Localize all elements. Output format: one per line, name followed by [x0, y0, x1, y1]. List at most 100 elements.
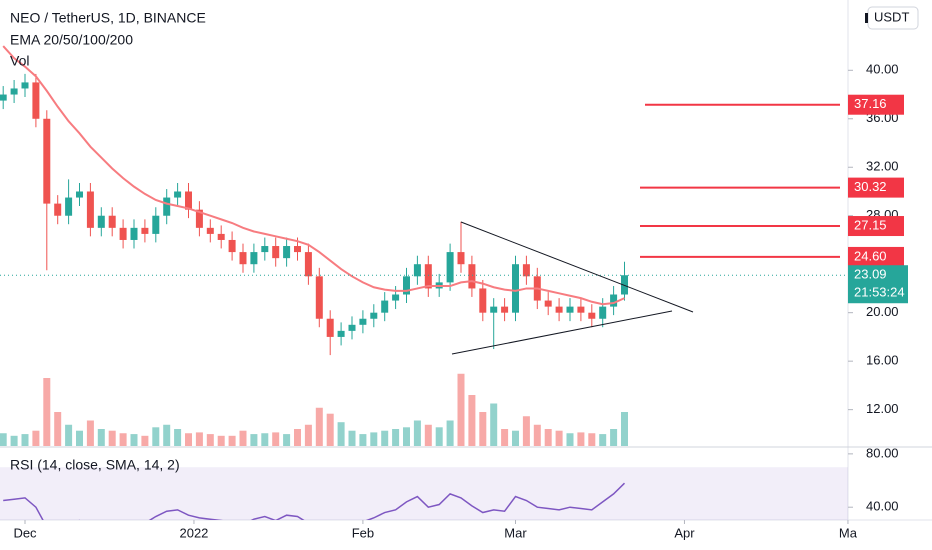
candle-body — [599, 306, 607, 319]
candle-body — [348, 324, 356, 331]
x-tick-label: Mar — [504, 525, 527, 540]
volume-bar — [304, 424, 312, 446]
indicator-label: EMA 20/50/100/200 — [10, 32, 133, 48]
rsi-line — [3, 482, 626, 520]
candle-body — [577, 306, 585, 313]
volume-bar — [610, 429, 618, 446]
candle-body — [283, 246, 291, 259]
volume-bar — [403, 427, 410, 446]
volume-bar — [337, 422, 345, 446]
volume-bar — [261, 433, 269, 446]
y-tick-label: 12.00 — [866, 401, 899, 416]
volume-bar — [370, 432, 378, 446]
candle-body — [424, 264, 432, 289]
rsi-tick-label: 40.00 — [866, 499, 899, 514]
volume-bar — [501, 429, 509, 446]
price-pane — [0, 45, 628, 446]
volume-bar — [435, 427, 443, 446]
candle-body — [97, 215, 105, 228]
candle-body — [0, 94, 7, 101]
level-label: 37.16 — [854, 96, 887, 111]
candle-body — [544, 300, 552, 307]
candle-body — [119, 227, 127, 240]
y-tick-label: 16.00 — [866, 353, 899, 368]
volume-bar — [621, 412, 628, 446]
trendline — [451, 310, 673, 355]
volume-bar — [599, 434, 607, 446]
candle-body — [522, 264, 530, 277]
candle-body — [10, 88, 18, 95]
candle-body — [152, 215, 160, 234]
volume-bar — [163, 424, 171, 446]
candle-body — [261, 246, 269, 253]
candle-body — [359, 318, 367, 325]
volume-bar — [32, 430, 40, 446]
rsi-tick-label: 80.00 — [866, 445, 899, 460]
y-tick-label: 40.00 — [866, 62, 899, 77]
volume-bar — [54, 412, 62, 446]
volume-bar — [185, 433, 192, 446]
candle-body — [65, 197, 73, 216]
candle-body — [446, 252, 454, 283]
volume-bar — [97, 429, 105, 446]
candle-body — [239, 252, 247, 265]
candle-body — [228, 239, 236, 253]
volume-bar — [512, 430, 519, 446]
level-label: 30.32 — [854, 179, 887, 194]
candle-body — [185, 191, 192, 210]
candle-body — [457, 252, 465, 265]
volume-bar — [315, 407, 323, 446]
candle-body — [392, 294, 400, 301]
candle-body — [43, 118, 51, 204]
candle-body — [272, 246, 280, 259]
volume-bar — [522, 416, 530, 446]
volume-bar — [446, 420, 454, 446]
candle-body — [130, 227, 138, 240]
candle-body — [555, 306, 563, 313]
volume-bar — [206, 434, 214, 446]
volume-bar — [588, 433, 596, 446]
candle-body — [413, 264, 421, 277]
last-price-label: 23.09 — [854, 267, 887, 282]
volume-bar — [544, 429, 552, 446]
volume-bar — [392, 429, 400, 446]
volume-bar — [326, 413, 334, 446]
candle-body — [588, 312, 596, 319]
volume-bar — [577, 432, 585, 446]
level-label-box — [848, 177, 904, 198]
rsi-pane — [0, 467, 848, 520]
volume-bar — [359, 434, 367, 446]
x-tick-label: Feb — [352, 525, 374, 540]
volume-bar — [566, 433, 574, 446]
candle-body — [468, 264, 476, 289]
candle-body — [21, 82, 29, 89]
volume-bar — [174, 429, 182, 446]
candle-body — [163, 197, 171, 216]
currency-label[interactable]: USDT — [874, 9, 909, 24]
candle-body — [315, 276, 323, 319]
candle-body — [206, 227, 214, 234]
candle-body — [195, 209, 203, 228]
countdown-label: 21:53:24 — [854, 285, 905, 300]
x-tick-label: 2022 — [179, 525, 208, 540]
level-label-box — [848, 246, 904, 267]
x-tick-label: Apr — [674, 525, 695, 540]
x-tick-label: Dec — [13, 525, 37, 540]
y-tick-label: 20.00 — [866, 304, 899, 319]
volume-bar — [86, 420, 94, 446]
volume-bar — [381, 430, 389, 446]
symbol-title: NEO / TetherUS, 1D, BINANCE — [10, 10, 206, 26]
rsi-band — [0, 467, 848, 520]
volume-bar — [239, 430, 247, 446]
candle-body — [566, 306, 574, 313]
volume-label: Vol — [10, 53, 29, 69]
volume-bar — [479, 412, 487, 446]
candle-body — [381, 300, 389, 313]
volume-bar — [250, 434, 258, 446]
volume-bar — [228, 435, 236, 446]
candle-body — [54, 203, 62, 216]
candle-body — [370, 312, 378, 319]
candle-body — [32, 82, 40, 119]
volume-bar — [272, 432, 280, 446]
